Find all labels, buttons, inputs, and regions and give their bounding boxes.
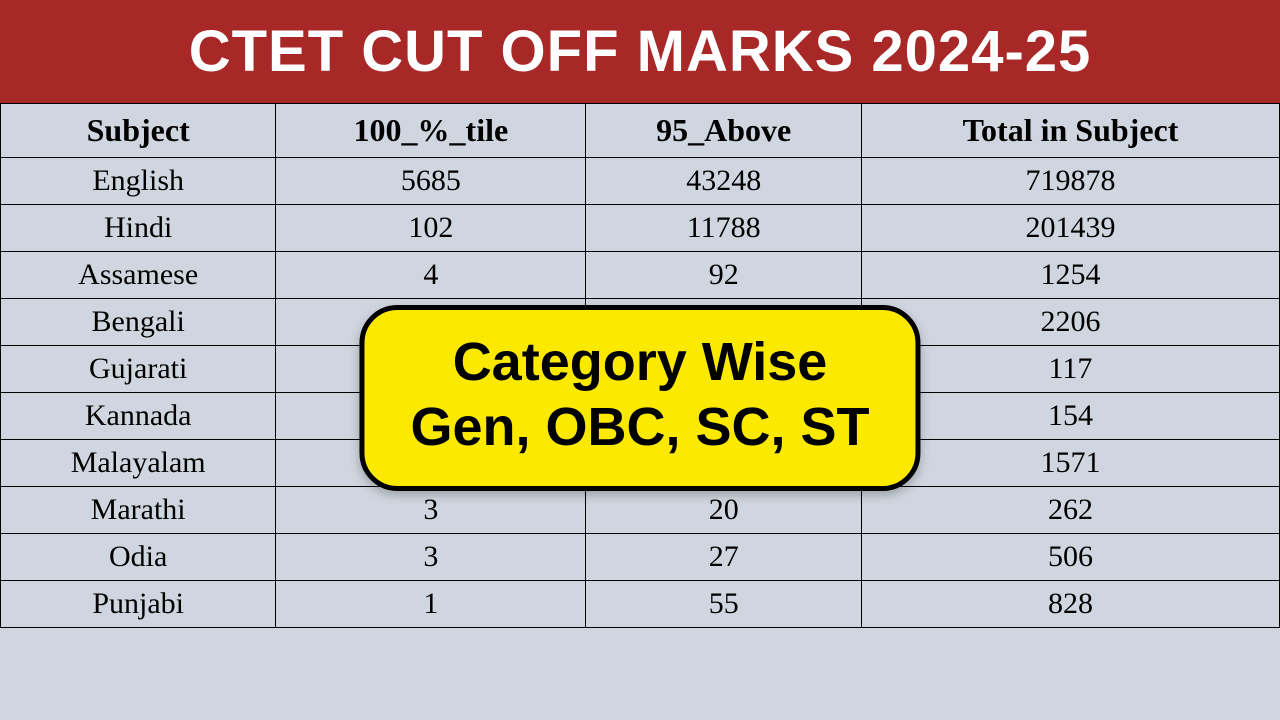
- cell-subject: Punjabi: [1, 581, 276, 628]
- cell-subject: Hindi: [1, 205, 276, 252]
- cell-95above: 20: [586, 487, 862, 534]
- cell-100pct: 4: [276, 252, 586, 299]
- cell-100pct: 3: [276, 487, 586, 534]
- cell-total: 828: [862, 581, 1280, 628]
- cell-95above: 27: [586, 534, 862, 581]
- cell-100pct: 1: [276, 581, 586, 628]
- category-callout: Category Wise Gen, OBC, SC, ST: [359, 305, 920, 491]
- cell-subject: Kannada: [1, 393, 276, 440]
- table-row: English 5685 43248 719878: [1, 158, 1280, 205]
- cell-total: 506: [862, 534, 1280, 581]
- cell-95above: 43248: [586, 158, 862, 205]
- cell-95above: 55: [586, 581, 862, 628]
- cell-subject: Malayalam: [1, 440, 276, 487]
- cell-total: 2206: [862, 299, 1280, 346]
- cell-total: 201439: [862, 205, 1280, 252]
- cell-100pct: 3: [276, 534, 586, 581]
- cell-total: 154: [862, 393, 1280, 440]
- cell-95above: 92: [586, 252, 862, 299]
- col-100-percentile: 100_%_tile: [276, 104, 586, 158]
- cell-subject: English: [1, 158, 276, 205]
- cell-subject: Odia: [1, 534, 276, 581]
- cell-total: 719878: [862, 158, 1280, 205]
- cell-100pct: 5685: [276, 158, 586, 205]
- col-total-in-subject: Total in Subject: [862, 104, 1280, 158]
- table-row: Marathi 3 20 262: [1, 487, 1280, 534]
- cell-subject: Marathi: [1, 487, 276, 534]
- cell-total: 1254: [862, 252, 1280, 299]
- col-95-above: 95_Above: [586, 104, 862, 158]
- table-row: Hindi 102 11788 201439: [1, 205, 1280, 252]
- cell-total: 117: [862, 346, 1280, 393]
- table-row: Assamese 4 92 1254: [1, 252, 1280, 299]
- cell-subject: Bengali: [1, 299, 276, 346]
- cell-subject: Assamese: [1, 252, 276, 299]
- table-row: Odia 3 27 506: [1, 534, 1280, 581]
- cell-total: 262: [862, 487, 1280, 534]
- callout-line1: Category Wise: [410, 330, 869, 395]
- title-band: CTET CUT OFF MARKS 2024-25: [0, 0, 1280, 103]
- cell-95above: 11788: [586, 205, 862, 252]
- page-title: CTET CUT OFF MARKS 2024-25: [189, 19, 1092, 84]
- col-subject: Subject: [1, 104, 276, 158]
- callout-line2: Gen, OBC, SC, ST: [410, 395, 869, 460]
- cell-total: 1571: [862, 440, 1280, 487]
- cell-subject: Gujarati: [1, 346, 276, 393]
- table-header-row: Subject 100_%_tile 95_Above Total in Sub…: [1, 104, 1280, 158]
- table-row: Punjabi 1 55 828: [1, 581, 1280, 628]
- cell-100pct: 102: [276, 205, 586, 252]
